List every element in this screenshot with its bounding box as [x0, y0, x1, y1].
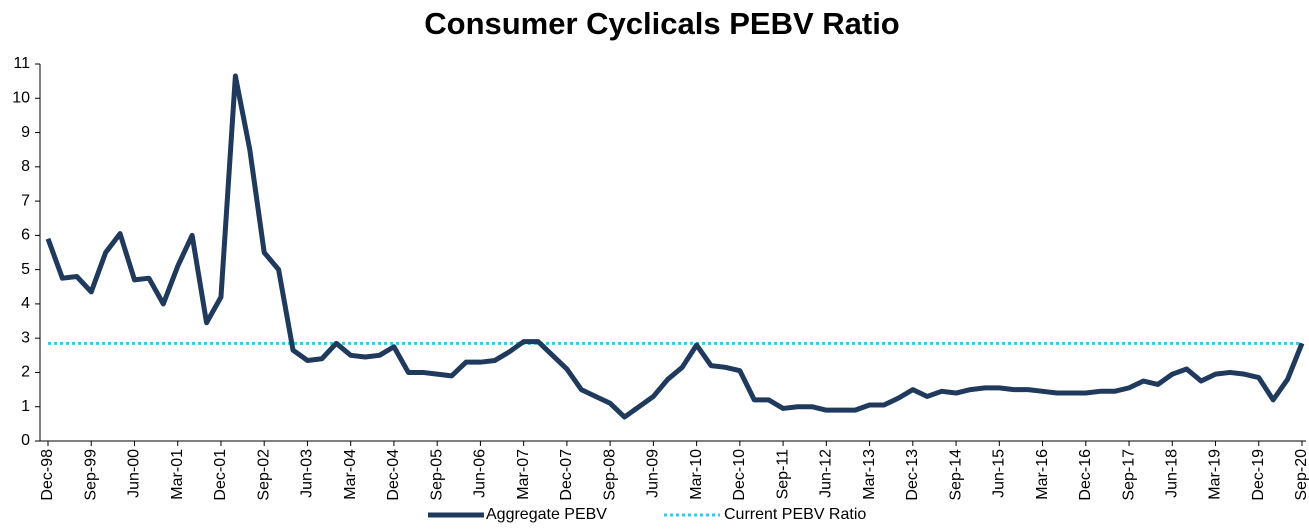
- x-tick-label: Jun-15: [991, 449, 1008, 498]
- x-tick-label: Jun-06: [472, 449, 489, 498]
- x-tick-label: Jun-03: [299, 449, 316, 498]
- x-tick-label: Sep-20: [1293, 449, 1309, 501]
- x-tick-label: Dec-19: [1250, 449, 1267, 501]
- y-tick-label: 2: [21, 364, 30, 381]
- x-tick-label: Mar-10: [688, 449, 705, 500]
- y-tick-label: 10: [12, 89, 30, 106]
- y-tick-label: 1: [21, 398, 30, 415]
- y-tick-label: 3: [21, 329, 30, 346]
- x-tick-label: Sep-17: [1120, 449, 1137, 501]
- x-tick-label: Dec-13: [904, 449, 921, 501]
- y-tick-label: 5: [21, 261, 30, 278]
- legend-label: Current PEBV Ratio: [724, 506, 866, 523]
- x-tick-label: Sep-11: [774, 449, 791, 500]
- x-tick-label: Sep-05: [428, 449, 445, 501]
- x-tick-label: Mar-07: [515, 449, 532, 500]
- x-tick-label: Jun-09: [645, 449, 662, 498]
- x-tick-label: Dec-01: [212, 449, 229, 501]
- x-tick-label: Sep-08: [601, 449, 618, 501]
- x-tick-label: Mar-16: [1034, 449, 1051, 500]
- x-tick-label: Jun-18: [1163, 449, 1180, 498]
- y-tick-label: 11: [13, 55, 30, 72]
- x-tick-label: Mar-01: [169, 449, 186, 500]
- y-tick-label: 4: [21, 295, 30, 312]
- y-tick-label: 7: [21, 192, 30, 209]
- x-tick-label: Dec-07: [558, 449, 575, 501]
- x-tick-label: Dec-98: [39, 449, 56, 501]
- data-line: [45, 73, 1305, 420]
- y-tick-label: 6: [21, 227, 30, 244]
- x-tick-label: Dec-04: [385, 449, 402, 501]
- x-tick-label: Jun-12: [818, 449, 835, 498]
- x-tick-label: Mar-04: [342, 449, 359, 500]
- x-tick-label: Sep-14: [947, 449, 964, 501]
- x-tick-label: Dec-10: [731, 449, 748, 501]
- y-tick-label: 8: [21, 158, 30, 175]
- y-tick-label: 0: [21, 432, 30, 449]
- chart-title: Consumer Cyclicals PEBV Ratio: [424, 6, 900, 41]
- x-tick-label: Mar-19: [1207, 449, 1224, 500]
- x-tick-label: Jun-00: [126, 449, 143, 498]
- x-tick-label: Mar-13: [861, 449, 878, 500]
- x-tick-label: Dec-16: [1077, 449, 1094, 501]
- y-tick-label: 9: [21, 124, 30, 141]
- legend-label: Aggregate PEBV: [486, 506, 607, 523]
- x-tick-label: Sep-99: [82, 449, 99, 501]
- x-tick-label: Sep-02: [255, 449, 272, 501]
